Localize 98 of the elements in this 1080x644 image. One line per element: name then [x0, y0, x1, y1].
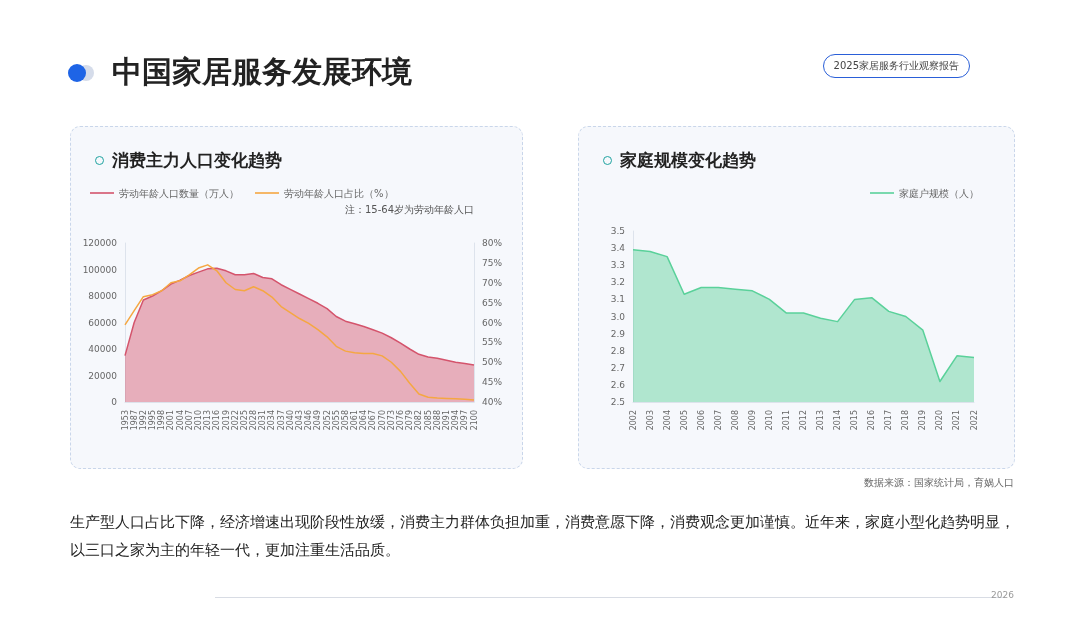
x-tick-label: 2070 — [377, 410, 387, 431]
x-tick-label: 2055 — [331, 410, 341, 431]
text: 注：15-64岁为劳动年龄人口 — [344, 203, 474, 217]
x-tick-label: 2088 — [432, 410, 442, 431]
x-tick-label: 2019 — [221, 410, 231, 431]
x-tick-label: 2028 — [249, 410, 259, 431]
x-tick-label: 2020 — [935, 410, 945, 431]
y-tick-label: 3.3 — [610, 260, 625, 271]
x-tick-label: 2058 — [340, 410, 350, 431]
source-note: 数据来源：国家统计局，育娲人口 — [864, 476, 1014, 490]
y-tick-label: 100000 — [82, 264, 118, 275]
x-tick-label: 2017 — [884, 410, 894, 431]
x-tick-label: 2015 — [850, 410, 860, 431]
x-tick-label: 2082 — [414, 410, 424, 431]
x-tick-label: 2094 — [451, 410, 461, 431]
x-tick-label: 2091 — [441, 410, 451, 431]
x-tick-label: 2021 — [952, 410, 962, 431]
y-tick-label: 80000 — [88, 291, 118, 301]
x-tick-label: 2040 — [285, 410, 295, 431]
y2-tick-label: 80% — [482, 238, 503, 248]
y-tick-label: 20000 — [88, 370, 118, 381]
x-tick-label: 2073 — [386, 410, 396, 431]
y-tick-label: 3.4 — [610, 243, 626, 254]
y-tick-label: 3.5 — [610, 226, 625, 236]
y-tick-label: 2.8 — [610, 345, 626, 356]
y2-tick-label: 60% — [482, 317, 503, 328]
y-tick-label: 2.6 — [610, 379, 626, 390]
x-tick-label: 2052 — [322, 410, 332, 431]
y2-tick-label: 55% — [482, 337, 503, 348]
x-tick-label: 2010 — [764, 410, 774, 431]
x-tick-label: 2013 — [203, 410, 213, 431]
text: 生产型人口占比下降，经济增速出现阶段性放缓，消费主力群体负担加重，消费意愿下降，消费观念更加谨慎。近年来，家庭小型化趋势明显，以三口之家为主的年轻一代，更加注重生活品质。 — [70, 512, 1016, 561]
x-tick-label: 2037 — [276, 410, 286, 431]
x-tick-label: 2022 — [969, 410, 979, 431]
y-tick-label: 3.2 — [610, 277, 625, 288]
x-tick-label: 2018 — [901, 410, 911, 431]
x-tick-label: 2100 — [469, 410, 479, 431]
x-tick-label: 1992 — [138, 410, 148, 431]
text: 2026 — [991, 590, 1014, 600]
y-tick-label: 3.1 — [610, 294, 625, 305]
y-tick-label: 2.5 — [610, 397, 625, 407]
y2-tick-label: 45% — [482, 377, 503, 388]
y-tick-label: 120000 — [82, 238, 118, 248]
y-tick-label: 0 — [111, 397, 118, 407]
x-tick-label: 2067 — [368, 410, 378, 431]
x-tick-label: 2011 — [781, 410, 791, 431]
x-tick-label: 2016 — [212, 410, 222, 431]
x-tick-label: 2014 — [833, 410, 843, 431]
x-tick-label: 2008 — [730, 410, 740, 431]
x-tick-label: 2007 — [184, 410, 194, 431]
x-tick-label: 2022 — [230, 410, 240, 431]
y-tick-label: 60000 — [88, 317, 118, 328]
x-tick-label: 2009 — [747, 410, 757, 431]
x-tick-label: 2001 — [166, 410, 176, 431]
y-tick-label: 2.7 — [610, 362, 625, 373]
x-tick-label: 2016 — [867, 410, 877, 431]
y2-tick-label: 70% — [482, 277, 503, 288]
x-tick-label: 2005 — [679, 410, 689, 431]
x-tick-label: 2034 — [267, 410, 277, 431]
x-tick-label: 2004 — [175, 410, 185, 431]
x-tick-label: 2006 — [696, 410, 706, 431]
x-tick-label: 2007 — [713, 410, 723, 431]
text: 中国家居服务发展环境 — [112, 53, 412, 91]
x-tick-label: 2003 — [645, 410, 655, 431]
x-tick-label: 2097 — [460, 410, 470, 431]
legend-label: 劳动年龄人口数量（万人） — [119, 187, 239, 199]
x-tick-label: 1953 — [120, 410, 130, 431]
y-tick-label: 40000 — [88, 344, 118, 354]
legend-label: 劳动年龄人口占比（%） — [284, 187, 394, 199]
x-tick-label: 2079 — [405, 410, 415, 431]
x-tick-label: 1995 — [148, 410, 158, 431]
x-tick-label: 2064 — [359, 410, 369, 431]
x-tick-label: 2012 — [799, 410, 808, 431]
x-tick-label: 2010 — [193, 410, 203, 431]
chart-title: 家庭规模变化趋势 — [620, 149, 756, 172]
x-tick-label: 2076 — [396, 410, 406, 431]
y2-tick-label: 65% — [482, 297, 503, 308]
x-tick-label: 1987 — [129, 410, 139, 431]
x-tick-label: 2049 — [313, 410, 323, 431]
y-tick-label: 3.0 — [610, 311, 626, 322]
x-tick-label: 2002 — [628, 410, 638, 431]
x-tick-label: 2013 — [816, 410, 826, 431]
x-tick-label: 1998 — [157, 410, 167, 431]
chart-title: 消费主力人口变化趋势 — [112, 149, 282, 172]
x-tick-label: 2061 — [350, 410, 360, 431]
y2-tick-label: 40% — [482, 397, 503, 407]
x-tick-label: 2046 — [304, 410, 314, 431]
x-tick-label: 2019 — [918, 410, 928, 431]
x-tick-label: 2043 — [295, 410, 304, 431]
y2-tick-label: 50% — [482, 357, 503, 368]
x-tick-label: 2004 — [662, 410, 672, 431]
x-tick-label: 2085 — [423, 410, 433, 431]
text: 2025家居服务行业观察报告 — [822, 54, 970, 78]
x-tick-label: 2031 — [258, 410, 268, 431]
x-tick-label: 2025 — [239, 410, 249, 431]
y2-tick-label: 75% — [482, 257, 503, 268]
legend-label: 家庭户规模（人） — [899, 187, 979, 199]
y-tick-label: 2.9 — [610, 328, 626, 339]
